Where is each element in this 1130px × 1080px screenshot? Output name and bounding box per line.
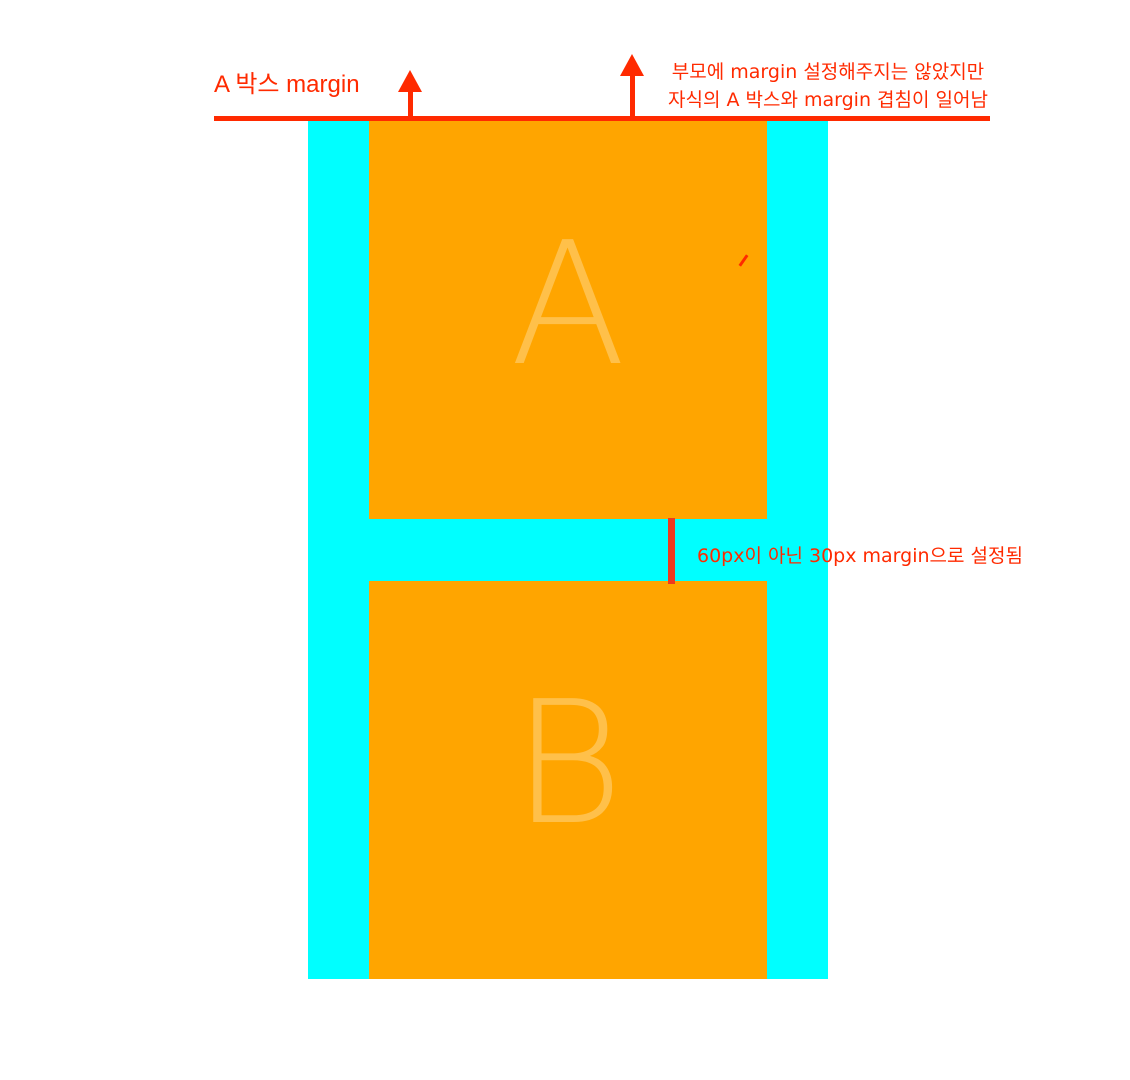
parent-note-arrow-shaft (630, 74, 635, 118)
a-margin-arrow-shaft (408, 90, 413, 118)
a-margin-arrow-up-icon (398, 70, 422, 92)
parent-note-line-1: 부모에 margin 설정해주지는 않았지만 (671, 61, 985, 83)
parent-note-line-2: 자식의 A 박스와 margin 겹침이 일어남 (668, 89, 988, 111)
parent-margin-note: 부모에 margin 설정해주지는 않았지만 자식의 A 박스와 margin … (668, 58, 988, 114)
parent-note-arrow-up-icon (620, 54, 644, 76)
a-margin-label: A 박스 margin (214, 71, 360, 98)
gap-marker-bar (668, 518, 675, 584)
box-b-letter: B (512, 665, 624, 863)
child-box-b: B (369, 581, 767, 979)
child-box-a: A (369, 121, 767, 519)
margin-collapse-gap-note: 60px이 아닌 30px margin으로 설정됨 (697, 545, 1023, 567)
margin-top-reference-line (214, 116, 990, 121)
box-a-letter: A (509, 206, 627, 404)
